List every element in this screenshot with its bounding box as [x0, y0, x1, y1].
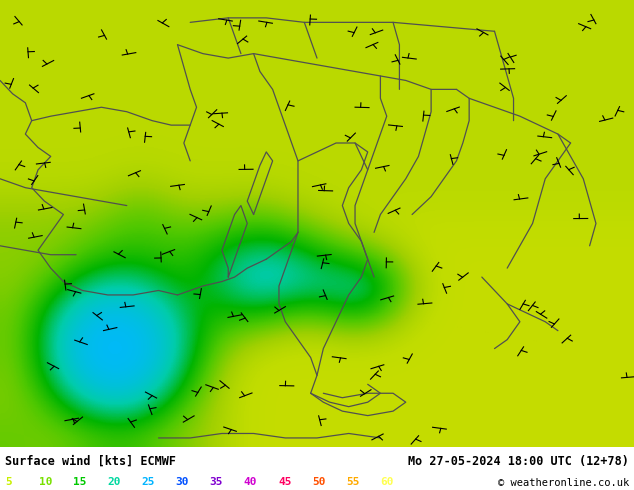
- Text: 40: 40: [244, 477, 257, 487]
- Text: 55: 55: [346, 477, 359, 487]
- Text: 50: 50: [312, 477, 326, 487]
- Text: 15: 15: [74, 477, 87, 487]
- Text: Mo 27-05-2024 18:00 UTC (12+78): Mo 27-05-2024 18:00 UTC (12+78): [408, 455, 629, 467]
- Text: 45: 45: [278, 477, 292, 487]
- Text: © weatheronline.co.uk: © weatheronline.co.uk: [498, 478, 629, 488]
- Text: Surface wind [kts] ECMWF: Surface wind [kts] ECMWF: [5, 455, 176, 467]
- Text: 60: 60: [380, 477, 394, 487]
- Text: 20: 20: [107, 477, 121, 487]
- Text: 5: 5: [5, 477, 12, 487]
- Text: 10: 10: [39, 477, 53, 487]
- Text: 35: 35: [210, 477, 223, 487]
- Text: 30: 30: [176, 477, 189, 487]
- Text: 25: 25: [141, 477, 155, 487]
